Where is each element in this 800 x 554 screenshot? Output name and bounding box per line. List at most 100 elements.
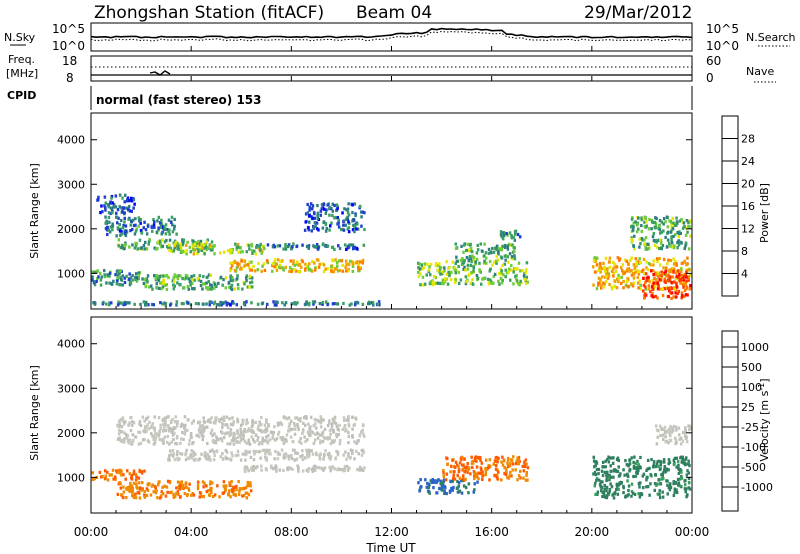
power-cell — [122, 247, 125, 251]
power-cell — [499, 277, 503, 281]
velocity-cell — [342, 416, 346, 420]
power-cell — [129, 276, 133, 280]
velocity-cell — [594, 473, 598, 477]
power-cell — [507, 242, 511, 246]
velocity-cell — [245, 422, 248, 426]
velocity-cell — [241, 452, 245, 456]
velocity-cell — [164, 494, 168, 498]
power-cell — [158, 239, 162, 243]
velocity-cell — [277, 430, 281, 434]
velocity-cell — [604, 495, 607, 499]
velocity-cell — [638, 495, 642, 499]
power-cell — [423, 262, 426, 266]
power-cell — [111, 206, 114, 210]
power-cell — [377, 300, 381, 304]
velocity-cell — [333, 417, 336, 421]
power-cell — [172, 227, 176, 231]
power-cell — [513, 249, 516, 253]
power-cell — [210, 240, 214, 244]
power-cell — [651, 288, 654, 292]
power-cell — [470, 260, 473, 264]
velocity-cell — [519, 469, 522, 473]
velocity-cell — [659, 482, 662, 486]
power-cell — [133, 246, 137, 250]
power-cell — [642, 276, 645, 280]
power-cell — [678, 272, 681, 276]
velocity-cell — [430, 480, 434, 484]
velocity-cell — [297, 427, 300, 432]
power-cell — [130, 220, 133, 224]
power-cell — [335, 261, 339, 265]
velocity-cell — [256, 465, 259, 469]
velocity-cell — [473, 482, 476, 486]
velocity-cell — [218, 495, 221, 499]
power-cell — [161, 302, 164, 306]
power-cell — [189, 250, 192, 254]
power-cell — [304, 220, 307, 224]
power-cell — [324, 229, 328, 233]
velocity-cell — [284, 416, 287, 420]
velocity-cell — [452, 485, 455, 490]
power-cell — [161, 285, 165, 289]
power-cell — [450, 270, 453, 274]
velocity-cell — [157, 434, 160, 438]
power-cell — [637, 272, 641, 276]
power-cell — [119, 269, 122, 273]
velocity-cell — [297, 465, 300, 469]
velocity-cell — [343, 418, 346, 422]
power-cell — [321, 300, 325, 305]
velocity-cell — [653, 488, 656, 492]
power-cell — [686, 293, 689, 297]
power-cell — [313, 261, 316, 265]
velocity-cell — [249, 489, 253, 493]
power-cell — [219, 251, 222, 255]
power-cell — [504, 268, 507, 272]
velocity-cell — [241, 422, 244, 426]
velocity-cell — [190, 435, 193, 439]
velocity-cell — [438, 487, 441, 491]
power-cell — [649, 290, 652, 294]
power-cell — [275, 303, 278, 307]
velocity-cell — [616, 469, 620, 474]
power-cell — [689, 234, 692, 238]
power-cell — [340, 259, 344, 263]
velocity-cell — [140, 488, 144, 492]
velocity-cell — [148, 420, 151, 424]
power-cell — [303, 228, 307, 232]
velocity-cell — [234, 437, 237, 441]
velocity-cell — [128, 438, 132, 442]
power-cell — [638, 237, 641, 241]
power-cell — [123, 220, 126, 224]
power-cell — [336, 205, 339, 209]
power-cell — [170, 249, 173, 253]
power-cell — [645, 224, 648, 228]
velocity-cell — [305, 468, 308, 472]
velocity-cell — [312, 441, 316, 445]
velocity-cell — [323, 427, 327, 431]
power-cell — [670, 296, 673, 300]
power-cell — [250, 276, 254, 280]
power-cell — [501, 244, 504, 248]
velocity-cell — [166, 424, 169, 428]
velocity-cell — [665, 469, 668, 473]
power-cell — [220, 301, 224, 305]
velocity-cell — [206, 441, 209, 446]
velocity-cell — [464, 477, 467, 481]
velocity-cell — [330, 465, 333, 469]
velocity-cell — [456, 479, 459, 484]
velocity-cell — [179, 441, 182, 445]
power-cell — [632, 272, 635, 276]
velocity-cell — [200, 426, 203, 430]
power-cell — [161, 244, 165, 248]
power-cell — [115, 215, 118, 219]
velocity-cell — [324, 449, 327, 453]
velocity-cell — [237, 492, 241, 497]
velocity-cell — [639, 492, 642, 496]
velocity-cell — [308, 427, 311, 431]
power-cell — [255, 243, 259, 248]
power-cell — [260, 269, 263, 273]
power-cell — [139, 229, 143, 233]
velocity-cell — [201, 438, 204, 442]
velocity-cbar-label-2: 100 — [741, 381, 762, 394]
velocity-cell — [143, 469, 146, 473]
